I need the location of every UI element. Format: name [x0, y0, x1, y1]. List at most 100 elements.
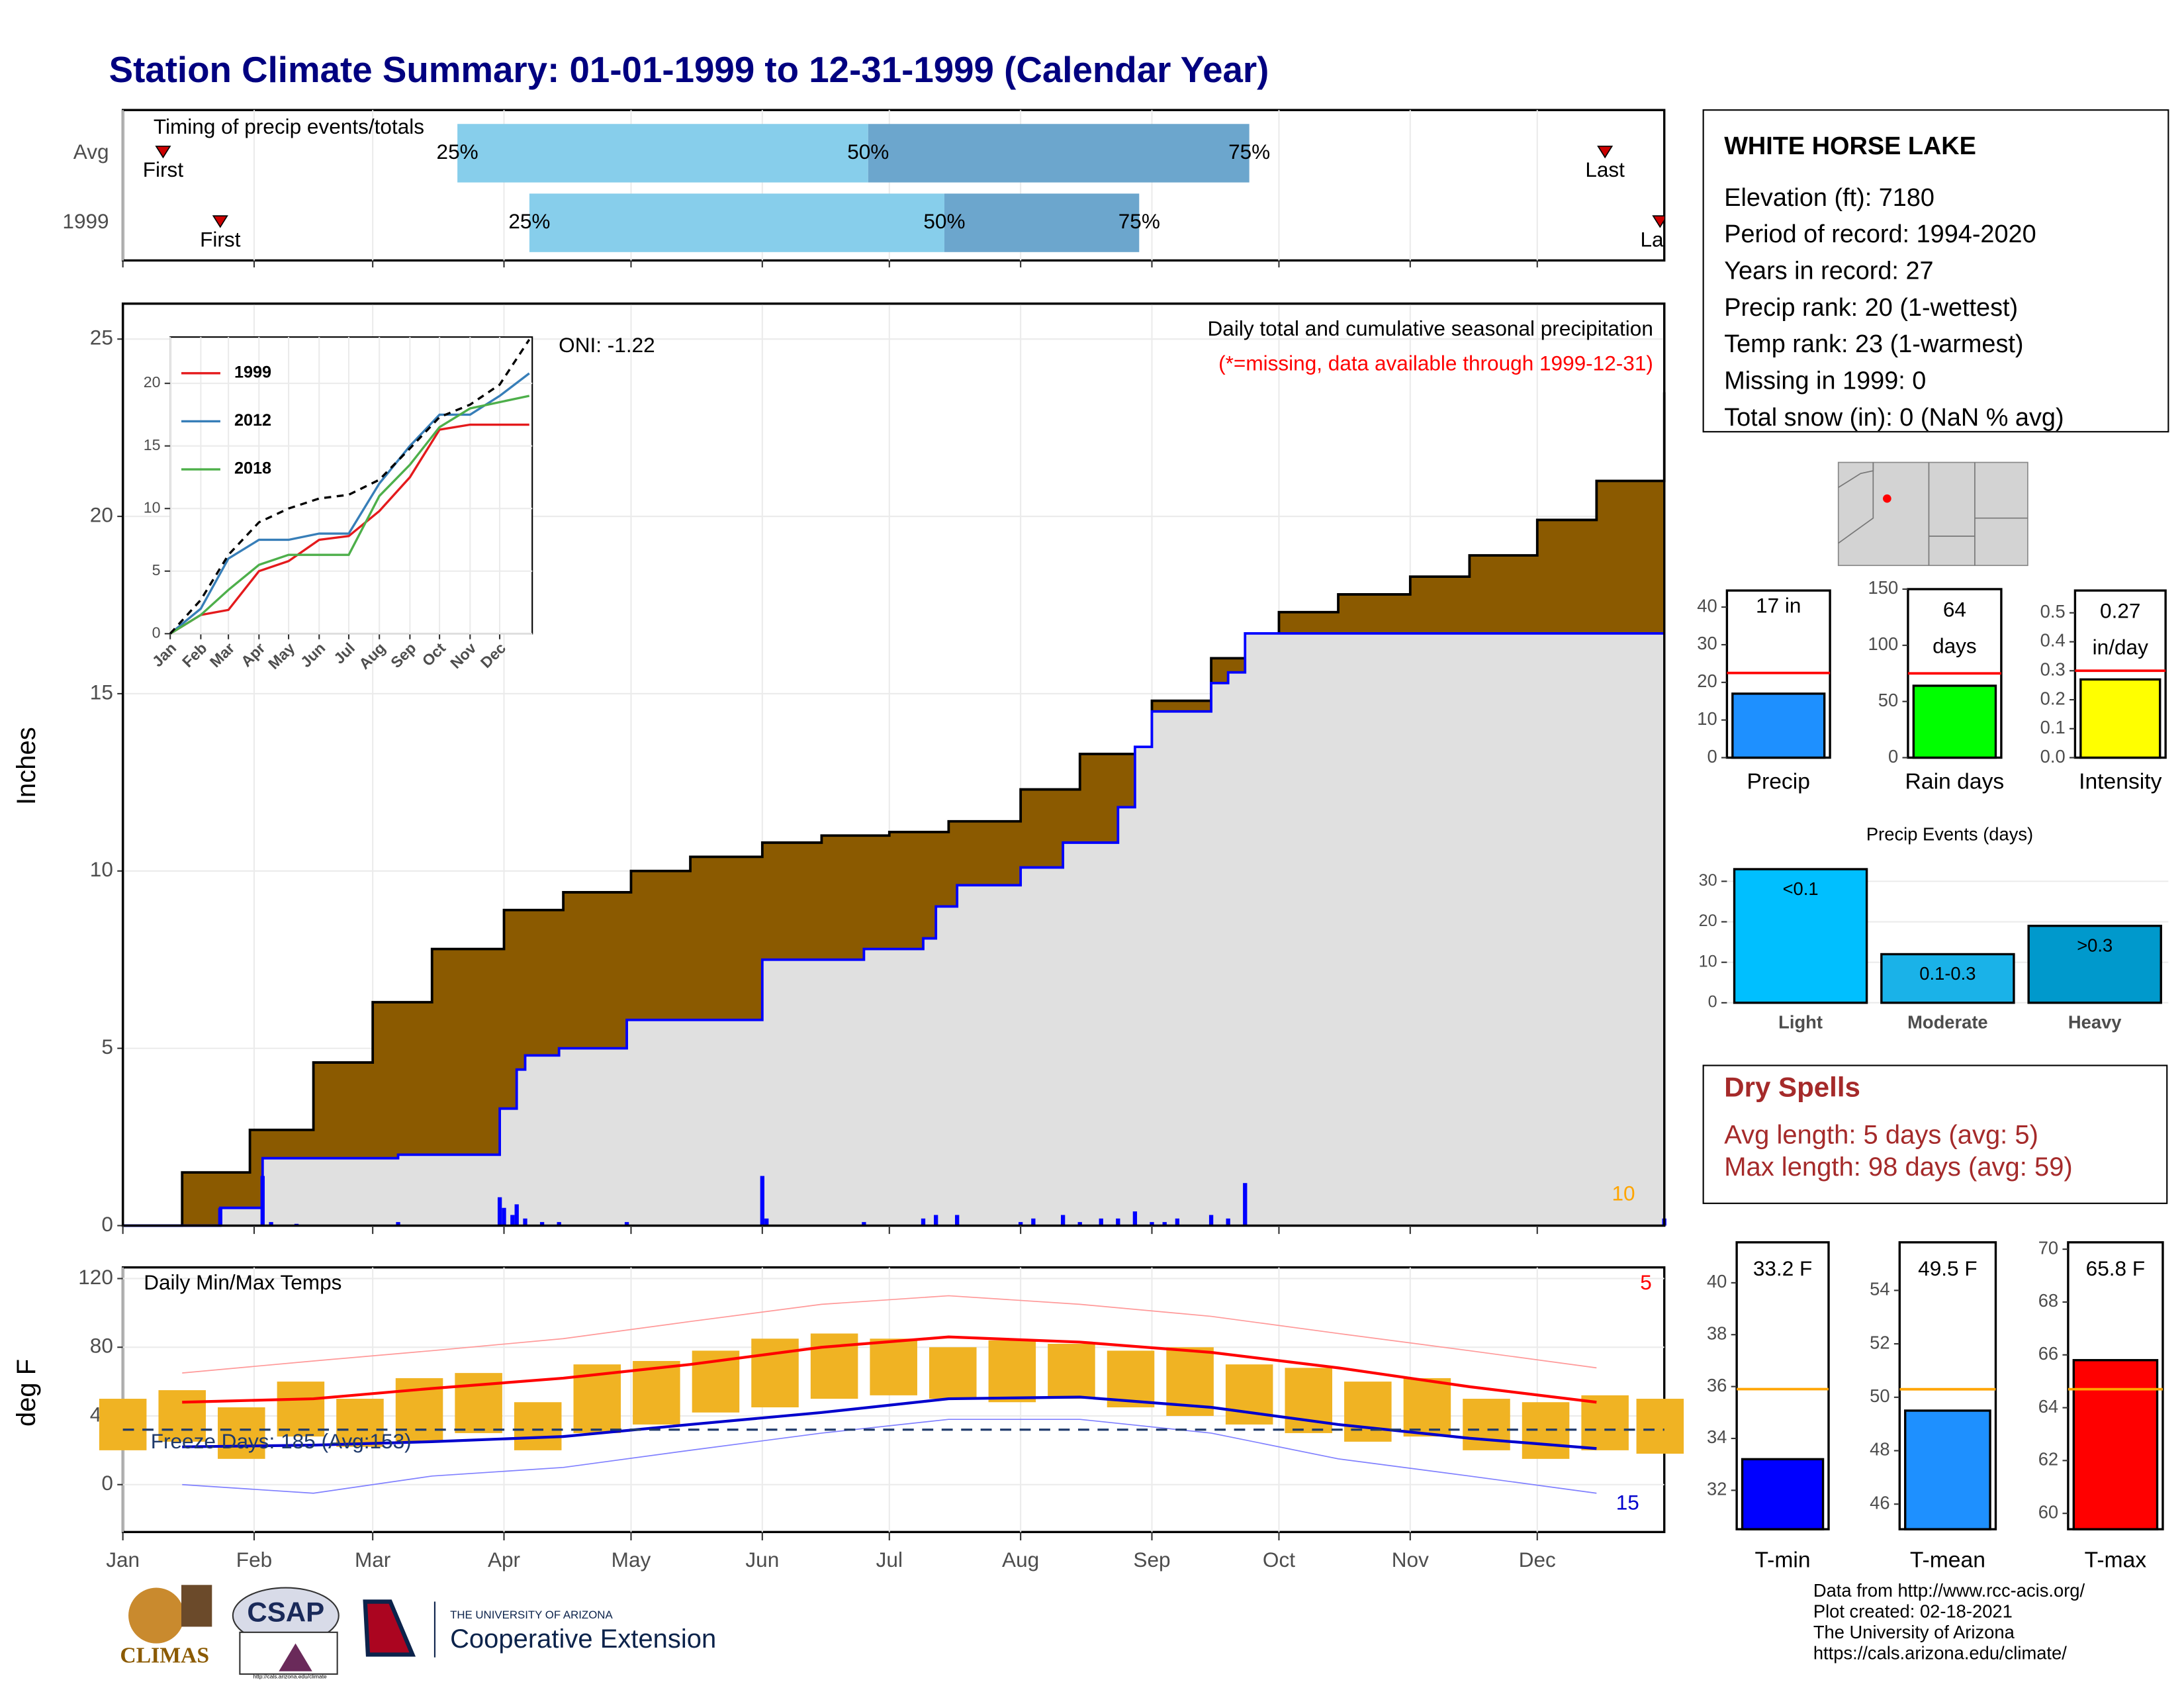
temp-line	[182, 1419, 1597, 1494]
y-tick-label: 0.4	[2040, 630, 2066, 651]
temp-range-bar	[870, 1338, 917, 1395]
y-tick-label: 50	[1878, 690, 1898, 710]
footer-line: Data from http://www.rcc-acis.org/	[1813, 1580, 2085, 1601]
quantile-label: 50%	[923, 209, 965, 233]
row-label: Avg	[73, 140, 109, 164]
x-tick-label: Jul	[876, 1548, 903, 1571]
quantile-label: 75%	[1118, 209, 1160, 233]
temp-line	[182, 1395, 1597, 1450]
daily-bar	[921, 1218, 926, 1226]
inset-line	[169, 372, 530, 635]
x-tick-label: Jun	[745, 1548, 779, 1571]
daily-bar	[1077, 1222, 1082, 1226]
last-label: Last	[1641, 227, 1680, 251]
quantile-label: 25%	[437, 140, 478, 164]
legend-label: 2012	[234, 411, 271, 430]
last-marker	[1597, 146, 1614, 159]
station-info: Elevation (ft): 7180	[1724, 184, 1934, 212]
quantile-label: 50%	[847, 140, 889, 164]
panel	[121, 302, 1666, 1227]
chart-title: Daily total and cumulative seasonal prec…	[1208, 316, 1653, 340]
freeze-label: Freeze Days: 185 (Avg:153)	[151, 1429, 412, 1453]
y-tick-label: 100	[1868, 633, 1899, 654]
dry-spells-box	[1702, 1064, 2168, 1204]
early-bar	[529, 193, 944, 252]
logo-climas: CLIMAS	[120, 1643, 209, 1667]
x-tick-label: Jan	[106, 1548, 140, 1571]
daily-bar	[1243, 1183, 1248, 1226]
gauge-bar	[1731, 692, 1826, 759]
daily-bar	[624, 1222, 629, 1226]
station-box	[1702, 109, 2169, 433]
daily-bar	[1018, 1222, 1023, 1226]
y-tick-label: 5	[101, 1035, 113, 1058]
y-tick-label: 48	[1870, 1439, 1889, 1460]
station-info: Temp rank: 23 (1-warmest)	[1724, 330, 2023, 358]
gauge-bar	[1912, 684, 1997, 759]
cumulative-line	[122, 392, 1666, 1227]
daily-bar	[1116, 1218, 1120, 1226]
y-tick-label: 0	[1708, 993, 1717, 1011]
temp-range-bar	[1403, 1378, 1451, 1437]
temp-range-bar	[336, 1399, 384, 1447]
early-bar	[457, 124, 868, 183]
y-tick-label: 62	[2038, 1449, 2058, 1470]
value-label: 0.27 in/day	[2093, 599, 2148, 659]
gauge-label: T-max	[2085, 1548, 2147, 1572]
daily-bar	[497, 1197, 502, 1226]
y-tick-label: 0	[101, 1471, 113, 1495]
dry-spells-info: Max length: 98 days (avg: 59)	[1724, 1152, 2073, 1182]
value-label: 64 days	[1933, 598, 1977, 658]
footer-line: The University of Arizona	[1813, 1622, 2015, 1642]
temp-range-bar	[1581, 1395, 1629, 1450]
y-tick-label: 20	[90, 502, 113, 526]
events-title: Precip Events (days)	[1866, 824, 2033, 845]
y-tick-label: 10	[1697, 708, 1717, 729]
daily-bar	[557, 1222, 561, 1226]
bin-label: 0.1-0.3	[1919, 963, 1976, 984]
page-title: Station Climate Summary: 01-01-1999 to 1…	[109, 49, 1269, 90]
temp-range-bar	[1344, 1382, 1392, 1442]
station-name: WHITE HORSE LAKE	[1724, 132, 1976, 160]
temp-line	[182, 1335, 1597, 1404]
y-axis-label: Inches	[12, 727, 41, 805]
daily-bar	[1099, 1218, 1103, 1226]
x-tick-label: Nov	[1392, 1548, 1429, 1571]
low-count: 15	[1616, 1491, 1639, 1515]
y-tick-label: 0	[101, 1212, 113, 1236]
gauge-label: T-min	[1754, 1548, 1810, 1572]
y-tick-label: 30	[1699, 871, 1717, 890]
y-tick-label: 10	[90, 857, 113, 881]
y-tick-label: 40	[1707, 1271, 1727, 1291]
locator-map	[1837, 461, 2028, 567]
daily-bar	[269, 1222, 273, 1226]
y-tick-label: 0	[1707, 746, 1717, 767]
x-tick-label: Dec	[1519, 1548, 1556, 1571]
temp-line	[182, 1295, 1597, 1374]
late-bar	[868, 124, 1250, 183]
temp-range-bar	[277, 1382, 325, 1437]
logo-university: THE UNIVERSITY OF ARIZONA	[450, 1609, 613, 1621]
first-marker	[212, 215, 228, 228]
y-tick-label: 15	[144, 436, 161, 453]
temp-range-bar	[988, 1340, 1036, 1403]
inset-line	[169, 395, 530, 635]
cumulative-line	[122, 632, 1664, 1227]
logo-extension: Cooperative Extension	[450, 1624, 716, 1654]
temp-range-bar	[633, 1360, 680, 1425]
event-bar	[1880, 953, 2015, 1004]
y-tick-label: 36	[1707, 1375, 1727, 1395]
quantile-label: 75%	[1228, 140, 1270, 164]
gauge-bar	[1741, 1458, 1825, 1530]
daily-bar	[539, 1222, 545, 1226]
logo-csap: CSAP	[247, 1597, 324, 1628]
x-tick-label: May	[612, 1548, 651, 1571]
daily-bar	[934, 1215, 938, 1226]
y-tick-label: 120	[78, 1265, 113, 1289]
y-tick-label: 34	[1707, 1427, 1727, 1447]
quantile-label: 25%	[508, 209, 550, 233]
y-tick-label: 25	[90, 326, 113, 350]
temp-range-bar	[514, 1402, 562, 1450]
y-tick-label: 66	[2038, 1343, 2058, 1364]
